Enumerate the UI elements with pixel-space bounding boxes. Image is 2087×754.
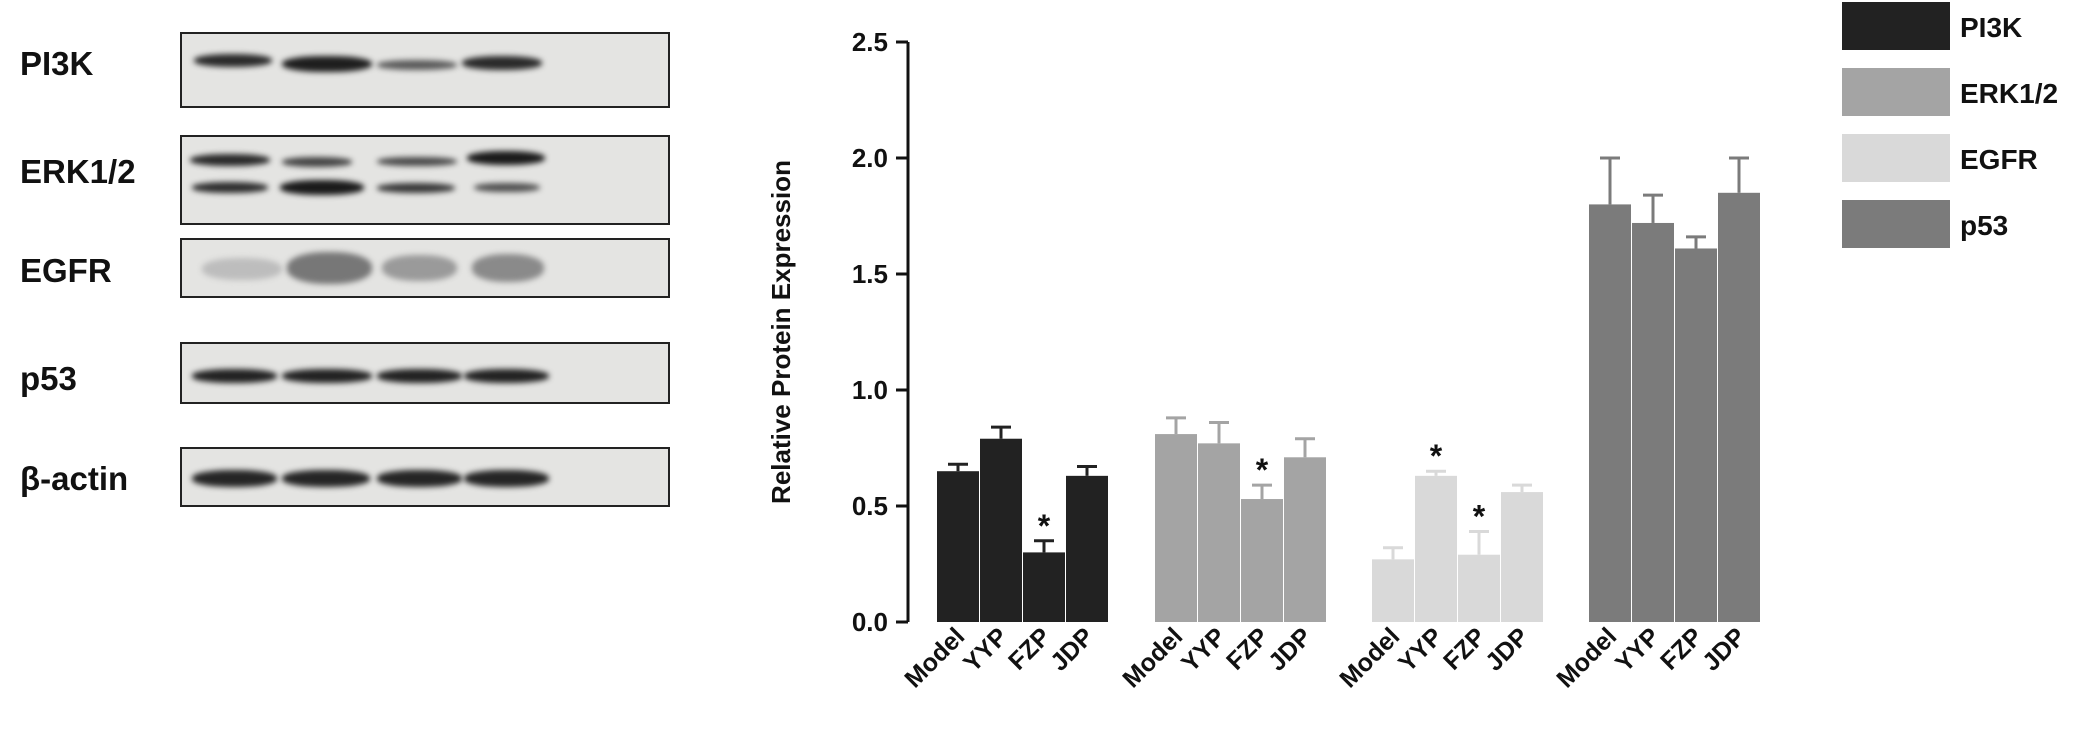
legend-swatch [1842, 134, 1950, 182]
bar-erk12-yyp [1198, 443, 1240, 622]
x-tick-label: JDP [1480, 622, 1534, 676]
legend-label: ERK1/2 [1960, 78, 2058, 109]
blot-label-p53: p53 [20, 360, 77, 397]
bar-erk12-jdp [1284, 457, 1326, 622]
bar-p53-fzp [1675, 248, 1717, 623]
legend-swatch [1842, 68, 1950, 116]
y-tick-label: 2.5 [852, 27, 888, 57]
blot-label-egfr: EGFR [20, 252, 112, 289]
western-blot-panel: PI3K ERK1/2 EGFR p53 β-actin [0, 0, 700, 754]
x-tick-label: FZP [1438, 622, 1491, 675]
significance-marker: * [1038, 508, 1051, 544]
bar-egfr-fzp [1458, 554, 1500, 622]
y-tick-label: 2.0 [852, 143, 888, 173]
legend-swatch [1842, 2, 1950, 50]
x-tick-label: YYP [958, 622, 1013, 677]
significance-marker: * [1256, 452, 1269, 488]
legend-label: p53 [1960, 210, 2008, 241]
x-tick-label: YYP [1393, 622, 1448, 677]
bar-egfr-jdp [1501, 492, 1543, 622]
bar-p53-model [1589, 204, 1631, 622]
blot-label-pi3k: PI3K [20, 45, 94, 82]
x-tick-label: YYP [1176, 622, 1231, 677]
y-tick-label: 0.0 [852, 607, 888, 637]
significance-marker: * [1473, 499, 1486, 535]
legend-label: PI3K [1960, 12, 2022, 43]
x-tick-label: JDP [1697, 622, 1751, 676]
legend-swatch [1842, 200, 1950, 248]
x-tick-label: FZP [1221, 622, 1274, 675]
blot-label-actin: β-actin [20, 460, 129, 497]
bar-p53-jdp [1718, 192, 1760, 623]
x-tick-label: YYP [1610, 622, 1665, 677]
x-tick-label: FZP [1003, 622, 1056, 675]
x-tick-label: JDP [1045, 622, 1099, 676]
bar-egfr-model [1372, 559, 1414, 622]
significance-marker: * [1430, 438, 1443, 474]
bar-erk12-model [1155, 434, 1197, 622]
blot-image-egfr [180, 238, 670, 298]
blot-label-erk: ERK1/2 [20, 153, 136, 190]
bar-pi3k-fzp [1023, 552, 1065, 622]
bar-erk12-fzp [1241, 499, 1283, 622]
x-tick-label: JDP [1263, 622, 1317, 676]
y-tick-label: 1.0 [852, 375, 888, 405]
blot-image-pi3k [180, 32, 670, 108]
legend-label: EGFR [1960, 144, 2038, 175]
y-axis-label: Relative Protein Expression [766, 160, 796, 504]
blot-image-erk [180, 135, 670, 225]
y-tick-label: 0.5 [852, 491, 888, 521]
bar-pi3k-jdp [1066, 475, 1108, 622]
y-tick-label: 1.5 [852, 259, 888, 289]
bar-pi3k-yyp [980, 438, 1022, 622]
bar-egfr-yyp [1415, 475, 1457, 622]
x-tick-label: FZP [1655, 622, 1708, 675]
bar-pi3k-model [937, 471, 979, 622]
blot-image-actin [180, 447, 670, 507]
blot-image-p53 [180, 342, 670, 404]
bar-p53-yyp [1632, 222, 1674, 622]
